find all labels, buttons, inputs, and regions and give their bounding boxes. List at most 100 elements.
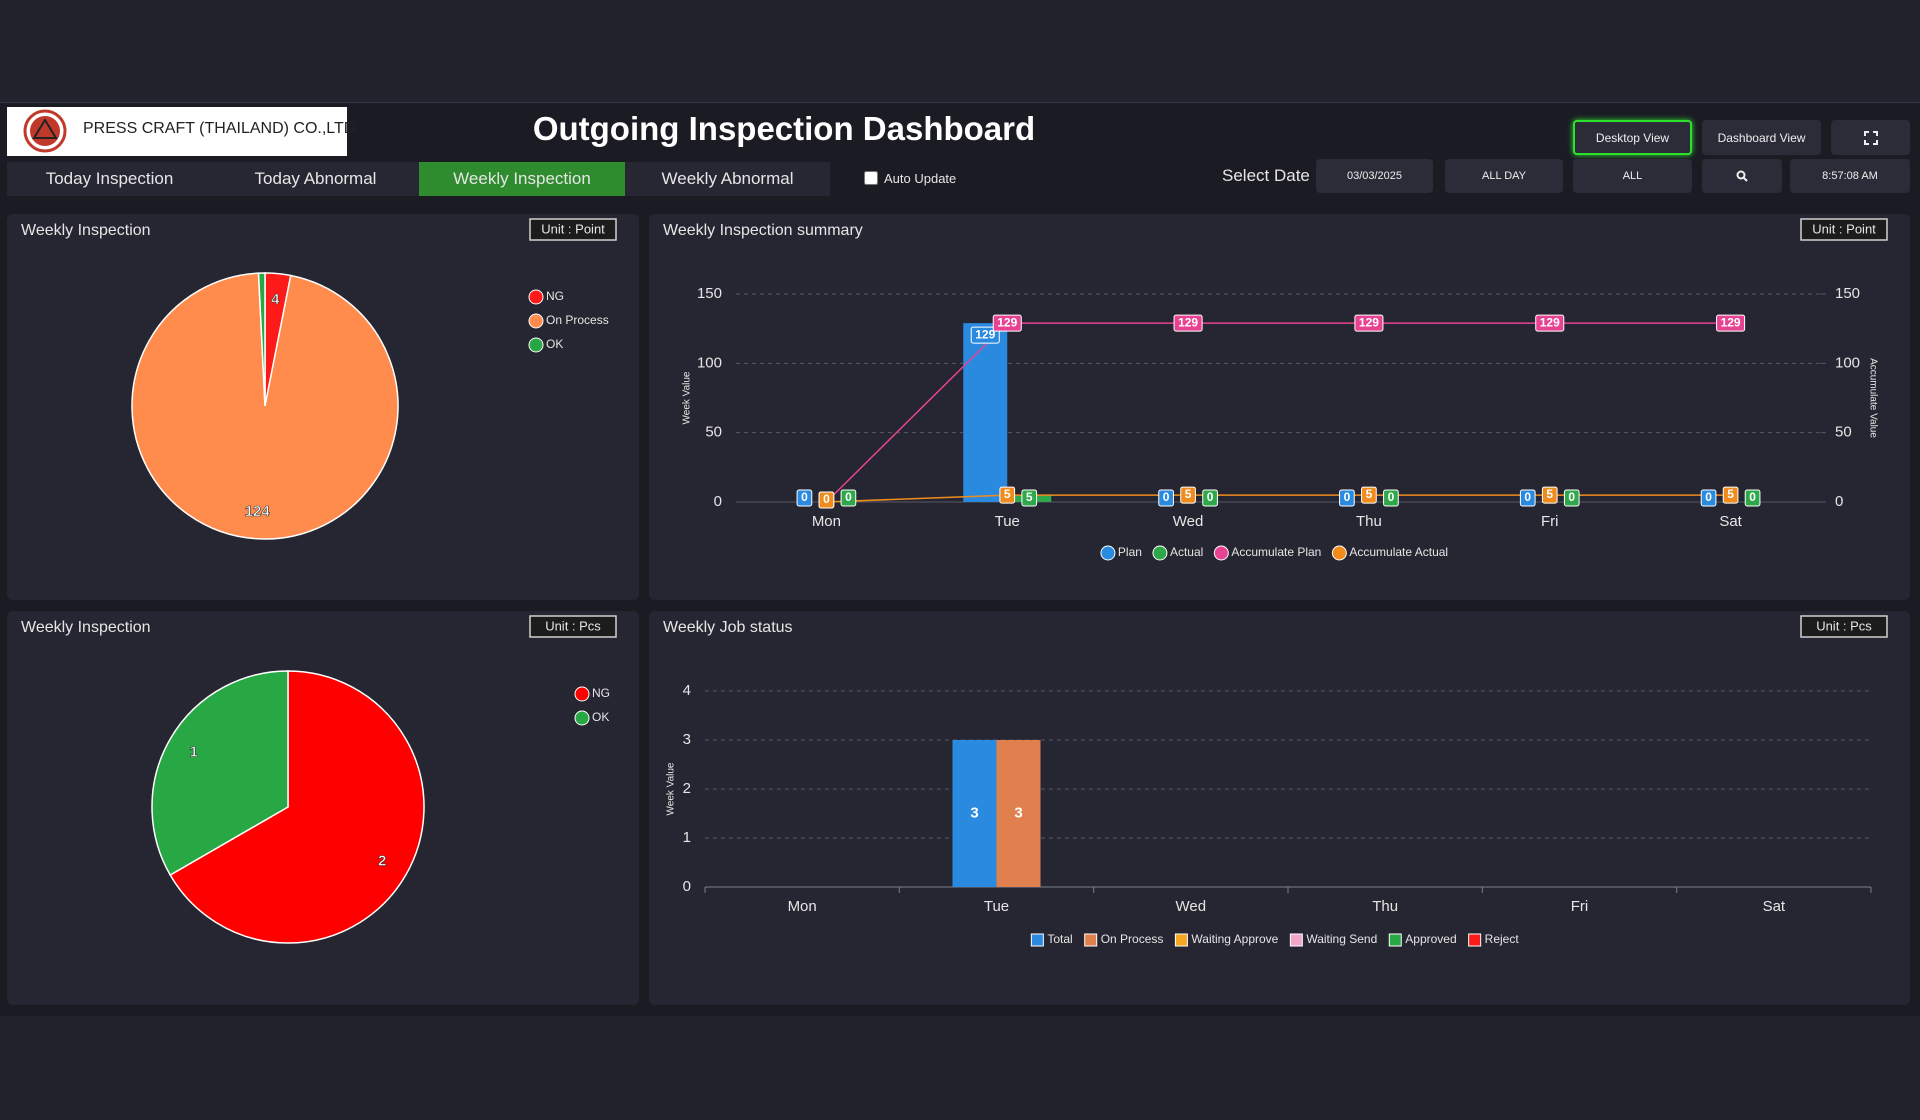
unit-box bbox=[1800, 218, 1888, 241]
auto-update-label[interactable]: Auto Update bbox=[884, 171, 957, 186]
unit-box bbox=[1800, 615, 1888, 638]
legend-marker bbox=[528, 337, 544, 353]
data-label: 0 bbox=[818, 491, 835, 509]
data-label-box bbox=[1173, 314, 1203, 332]
legend-marker bbox=[528, 289, 544, 305]
legend-label: Accumulate Plan bbox=[1231, 545, 1321, 559]
fullscreen-button[interactable] bbox=[1831, 120, 1910, 155]
x-tick-label: Tue bbox=[984, 898, 1009, 915]
panel: Weekly Job status Unit : Pcs 0 1 2 3 4 Week Val… bbox=[649, 611, 1910, 1005]
x-tick-label: Sat bbox=[1719, 513, 1742, 530]
panel: Weekly Inspection Unit : Point 4 124 NG On Pr… bbox=[7, 214, 639, 600]
data-label: 0 bbox=[1563, 489, 1580, 507]
x-tick-label: Fri bbox=[1541, 513, 1559, 530]
data-label-text: 129 bbox=[1721, 315, 1741, 329]
tab[interactable]: Today Abnormal bbox=[212, 162, 419, 196]
legend: Plan Actual Accumulate Plan Accumulate Actu… bbox=[1100, 545, 1448, 561]
date-input[interactable]: 03/03/2025 bbox=[1316, 159, 1433, 193]
data-label: 129 bbox=[1173, 314, 1203, 332]
data-label-box bbox=[1361, 486, 1377, 504]
data-label-text: 5 bbox=[1004, 487, 1011, 501]
legend-marker bbox=[528, 313, 544, 329]
legend-label: Waiting Approve bbox=[1191, 932, 1278, 946]
page-title: Outgoing Inspection Dashboard bbox=[532, 110, 1036, 147]
data-label: 5 bbox=[1722, 486, 1739, 504]
x-tick-label: Wed bbox=[1176, 898, 1207, 915]
data-label-box bbox=[818, 491, 835, 509]
data-label-text: 0 bbox=[1705, 490, 1712, 504]
tab[interactable]: Today Inspection bbox=[7, 162, 212, 196]
y-axis-title: Week Value bbox=[682, 371, 693, 424]
legend-marker bbox=[1152, 545, 1168, 561]
legend-marker bbox=[1331, 545, 1347, 561]
data-label-text: 129 bbox=[997, 315, 1017, 329]
bar-label: 3 bbox=[970, 804, 978, 821]
chart-title: Weekly Inspection summary bbox=[663, 222, 863, 239]
tab[interactable]: Weekly Inspection bbox=[419, 162, 625, 196]
fullscreen-icon bbox=[1863, 130, 1878, 145]
data-label: 129 bbox=[992, 314, 1022, 332]
x-tick-label: Thu bbox=[1356, 513, 1382, 530]
legend-marker bbox=[1468, 933, 1482, 947]
data-label-box bbox=[796, 489, 813, 507]
dashboard-view-button[interactable]: Dashboard View bbox=[1702, 120, 1821, 155]
y2-tick-label: 150 bbox=[1835, 285, 1860, 302]
legend-label: NG bbox=[592, 686, 610, 700]
legend-label: Total bbox=[1047, 932, 1072, 946]
data-label: 5 bbox=[1361, 486, 1377, 504]
data-label-box bbox=[1541, 486, 1558, 504]
y-axis-title: Week Value bbox=[666, 762, 677, 815]
data-label-text: 5 bbox=[1546, 487, 1553, 501]
y-tick-label: 0 bbox=[714, 493, 722, 510]
filter-select[interactable]: ALL bbox=[1573, 159, 1692, 193]
unit-box bbox=[529, 218, 617, 241]
data-label-box bbox=[1700, 489, 1717, 507]
y-tick-label: 100 bbox=[697, 354, 722, 371]
x-tick-label: Thu bbox=[1372, 898, 1398, 915]
data-label-text: 129 bbox=[1359, 315, 1379, 329]
data-label-text: 5 bbox=[1185, 487, 1192, 501]
data-label-text: 0 bbox=[1163, 490, 1170, 504]
data-label-box bbox=[1716, 314, 1746, 332]
data-label-box bbox=[970, 326, 1000, 344]
y-tick-label: 150 bbox=[697, 285, 722, 302]
line bbox=[826, 494, 1731, 503]
data-label-text: 0 bbox=[801, 490, 808, 504]
bar bbox=[996, 740, 1041, 887]
data-label-box bbox=[1535, 314, 1565, 332]
auto-update-checkbox[interactable] bbox=[864, 171, 878, 185]
y-tick-label: 1 bbox=[683, 829, 691, 846]
legend-label: Waiting Send bbox=[1306, 932, 1377, 946]
legend: Total On Process Waiting Approve Waiting Se… bbox=[1030, 932, 1519, 947]
data-label-box bbox=[840, 489, 857, 507]
data-label-text: 5 bbox=[1026, 490, 1033, 504]
data-label: 0 bbox=[1383, 489, 1399, 507]
x-tick-label: Mon bbox=[788, 898, 817, 915]
period-select[interactable]: ALL DAY bbox=[1445, 159, 1563, 193]
chart: Weekly Job status Unit : Pcs 0 1 2 3 4 Week Val… bbox=[663, 615, 1888, 947]
data-label: 0 bbox=[1202, 489, 1218, 507]
data-label-text: 5 bbox=[1366, 487, 1373, 501]
data-label-text: 0 bbox=[1749, 490, 1756, 504]
y-tick-label: 4 bbox=[683, 682, 691, 699]
search-icon bbox=[1736, 170, 1748, 182]
slice-label: 2 bbox=[378, 852, 386, 869]
pie-slice bbox=[169, 670, 425, 944]
data-label: 0 bbox=[1158, 489, 1174, 507]
unit-box bbox=[529, 615, 617, 638]
desktop-view-button[interactable]: Desktop View bbox=[1573, 120, 1692, 155]
data-label-text: 0 bbox=[823, 492, 830, 506]
data-label-box bbox=[1383, 489, 1399, 507]
data-label-text: 0 bbox=[1524, 490, 1531, 504]
y2-tick-label: 50 bbox=[1835, 424, 1852, 441]
tab[interactable]: Weekly Abnormal bbox=[625, 162, 830, 196]
legend-marker bbox=[574, 686, 590, 702]
data-label: 0 bbox=[796, 489, 813, 507]
data-label: 129 bbox=[970, 326, 1000, 344]
search-button[interactable] bbox=[1702, 159, 1782, 193]
data-label-box bbox=[1722, 486, 1739, 504]
data-label-text: 5 bbox=[1727, 487, 1734, 501]
panel: Weekly Inspection Unit : Pcs 2 1 NG OK bbox=[7, 611, 639, 1005]
legend-label: Plan bbox=[1118, 545, 1142, 559]
legend-marker bbox=[1174, 933, 1188, 947]
